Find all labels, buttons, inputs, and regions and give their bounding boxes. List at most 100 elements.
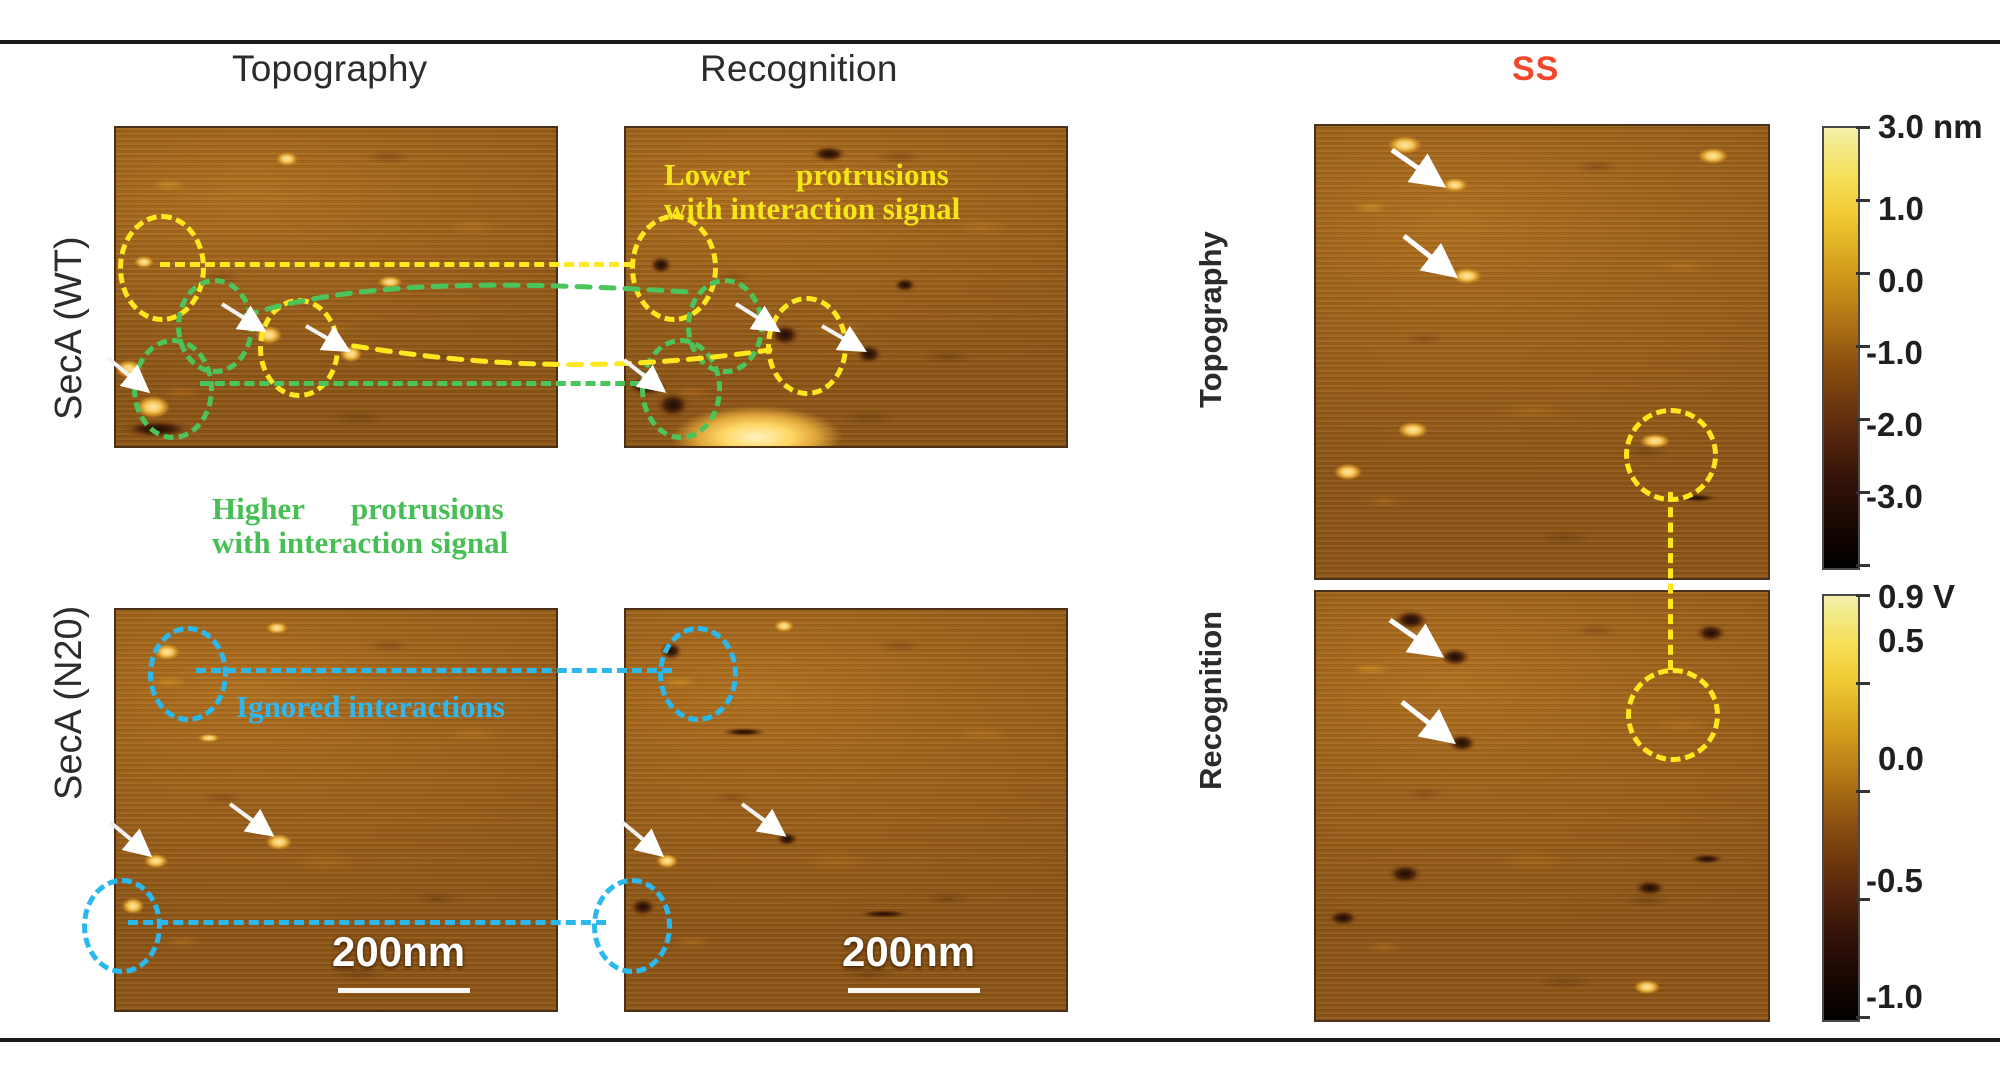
height-colorbar-label-neg3: -3.0 (1866, 478, 1923, 515)
voltage-colorbar-label-neg10: -1.0 (1866, 978, 1923, 1015)
colorbar-tick (1856, 418, 1870, 421)
colorbar-tick (1856, 199, 1870, 202)
protein-blob (656, 854, 678, 868)
column-header-topography: Topography (232, 48, 428, 89)
protein-blob (1334, 464, 1362, 480)
colorbar-tick (1856, 564, 1870, 567)
white-arrow (106, 356, 151, 394)
afm-image-ss-recognition[interactable] (1314, 590, 1770, 1022)
white-arrow (304, 324, 351, 353)
white-arrow (228, 802, 275, 837)
colorbar-tick (1856, 126, 1870, 129)
yellow-highlight-circle-recognition (1626, 668, 1720, 762)
arrow-group-ss-recognition (1388, 617, 1456, 745)
white-arrow (620, 820, 665, 858)
recognition-well (894, 278, 916, 292)
voltage-colorbar-label-neg05: -0.5 (1866, 862, 1923, 899)
right-row-label-recognition: Recognition (1193, 610, 1228, 790)
arrow-group-n20-recognition (620, 802, 787, 858)
protein-blob (1442, 178, 1468, 192)
cyan-highlight-ellipse (658, 626, 738, 722)
divider-bottom-left (0, 1038, 1161, 1042)
height-colorbar-label-3: 3.0 nm (1878, 108, 1983, 145)
scale-bar-label: 200nm (842, 928, 976, 975)
white-arrow (820, 324, 867, 353)
voltage-colorbar-label-09: 0.9 V (1878, 578, 1956, 615)
scale-bar-label: 200nm (332, 928, 466, 975)
annotation-lower-protrusions-line1: Lower protrusions (664, 157, 949, 192)
protein-blob (1398, 422, 1428, 438)
protein-blob (198, 734, 220, 742)
white-arrow (1388, 617, 1445, 658)
right-panel-title: SS (1512, 50, 1560, 88)
recognition-well (1696, 624, 1726, 642)
white-arrow (1400, 700, 1456, 745)
yellow-highlight-ellipse (118, 214, 206, 322)
protein-blob (1698, 148, 1728, 164)
annotation-ignored-interactions: Ignored interactions (236, 689, 505, 724)
white-arrow (734, 302, 781, 333)
white-arrow (108, 820, 153, 858)
yellow-highlight-circle-topography (1624, 408, 1718, 502)
column-header-recognition: Recognition (700, 48, 898, 89)
recognition-well (812, 146, 846, 162)
divider-top-left (0, 40, 1161, 44)
annotation-higher-protrusions-line2: with interaction signal (212, 525, 509, 560)
colorbar-tick (1856, 898, 1870, 901)
afm-mottle-overlay (1316, 126, 1768, 578)
voltage-colorbar-label-00: 0.0 (1878, 740, 1924, 777)
green-connector-line (200, 381, 640, 386)
white-arrow (740, 802, 787, 837)
protein-blob (144, 854, 168, 868)
colorbar-tick (1856, 1016, 1870, 1019)
afm-scan-texture (1316, 126, 1768, 578)
cyan-connector-line (196, 668, 672, 673)
divider-top-right (1161, 40, 2000, 44)
colorbar-tick (1856, 790, 1870, 793)
height-colorbar-label-0: 0.0 (1878, 262, 1924, 299)
protein-blob (774, 620, 794, 632)
colorbar-tick (1856, 345, 1870, 348)
white-arrow (622, 358, 667, 393)
afm-mottle-overlay (1316, 592, 1768, 1020)
annotation-higher-protrusions-line1: Higher protrusions (212, 491, 504, 526)
height-colorbar-label-neg1: -1.0 (1866, 334, 1923, 371)
recognition-well (722, 728, 766, 736)
recognition-well (1388, 864, 1422, 884)
arrow-group-ss-topography (1390, 147, 1458, 279)
yellow-connector-line (160, 262, 634, 267)
voltage-colorbar (1822, 594, 1860, 1022)
cyan-highlight-ellipse (82, 878, 162, 974)
voltage-colorbar-label-05: 0.5 (1878, 622, 1924, 659)
recognition-well (1690, 854, 1724, 864)
height-colorbar-label-1: 1.0 (1878, 190, 1924, 227)
yellow-vertical-connector (1668, 492, 1673, 670)
height-colorbar (1822, 126, 1860, 570)
scale-bar-rule (848, 988, 980, 993)
recognition-well (1634, 880, 1666, 896)
protein-blob (1634, 980, 1660, 994)
protein-blob (266, 834, 292, 850)
protein-blob (266, 622, 288, 634)
afm-scan-texture (1316, 592, 1768, 1020)
arrow-group-wt-recognition (622, 302, 867, 393)
divider-bottom-right (1161, 1038, 2000, 1042)
cyan-highlight-ellipse (592, 878, 672, 974)
colorbar-tick (1856, 272, 1870, 275)
protein-blob (1452, 268, 1482, 284)
annotation-lower-protrusions-line2: with interaction signal (664, 191, 961, 226)
right-row-label-topography: Topography (1193, 231, 1228, 408)
row-label-seca-wt: SecA (WT) (48, 236, 90, 420)
arrow-group-wt-topography (106, 302, 351, 394)
recognition-well (1440, 648, 1470, 666)
row-label-seca-n20: SecA (N20) (48, 605, 90, 800)
protein-blob (276, 152, 298, 166)
protein-blob (1388, 136, 1422, 154)
cyan-highlight-ellipse (148, 626, 228, 722)
afm-image-ss-topography[interactable] (1314, 124, 1770, 580)
arrow-group-n20-topography (108, 802, 275, 858)
scale-bar-rule (338, 988, 470, 993)
cyan-connector-line (128, 920, 606, 925)
colorbar-tick (1856, 594, 1870, 597)
